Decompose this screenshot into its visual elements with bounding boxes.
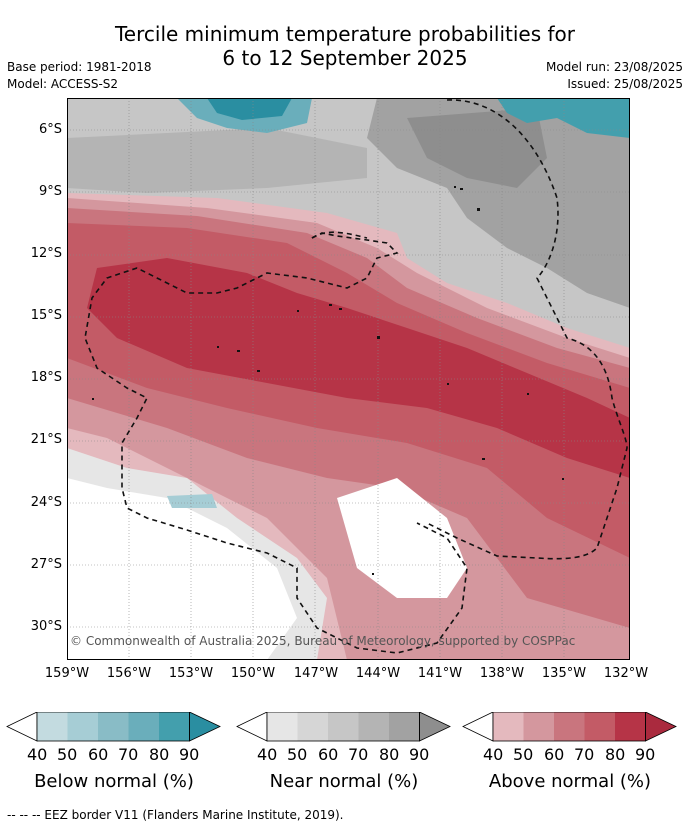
eez-border-northwest	[311, 231, 368, 239]
title-line-1: Tercile minimum temperature probabilitie…	[114, 22, 576, 46]
near-normal-light-band	[67, 128, 367, 193]
lon-label: 144°W	[355, 666, 401, 681]
below-normal-region-east	[497, 98, 630, 138]
lat-label: 9°S	[38, 184, 62, 199]
legend-above-normal-swatch	[584, 712, 615, 741]
legend-below-normal-highcap	[189, 712, 221, 742]
legend-near-normal-swatch	[267, 712, 298, 741]
legend-above-normal-swatch	[523, 712, 554, 741]
legend-near-normal	[236, 712, 451, 742]
legend-near-normal-swatch	[297, 712, 328, 741]
lat-label: 18°S	[30, 370, 62, 385]
lat-label: 6°S	[38, 122, 62, 137]
near-normal-pocket	[337, 478, 467, 598]
lon-label: 156°W	[106, 666, 152, 681]
lon-label: 138°W	[479, 666, 525, 681]
model-name: Model: ACCESS-S2	[7, 77, 119, 91]
islands	[92, 186, 564, 575]
lat-label: 27°S	[30, 557, 62, 572]
eez-borders	[84, 99, 628, 654]
below-normal-strong-region	[207, 98, 292, 120]
lat-label: 24°S	[30, 495, 62, 510]
lon-label: 147°W	[293, 666, 339, 681]
eez-border-north	[426, 99, 628, 560]
legend-below-normal-swatch	[98, 712, 129, 741]
legend-above-normal-highcap	[645, 712, 677, 742]
lon-label: 150°W	[230, 666, 276, 681]
legend-below-normal-swatch	[37, 712, 68, 741]
title-line-2: 6 to 12 September 2025	[222, 46, 468, 70]
model-run: Model run: 23/08/2025	[545, 60, 683, 74]
white-south-region	[67, 478, 297, 660]
lat-label: 30°S	[30, 619, 62, 634]
above-normal-80-region	[87, 258, 630, 478]
legend-above-normal-swatch	[615, 712, 646, 741]
lon-label: 141°W	[417, 666, 463, 681]
legend-near-normal-lowcap	[236, 712, 268, 742]
legend-above-normal-lowcap	[462, 712, 494, 742]
lon-label: 132°W	[603, 666, 649, 681]
chart-title: Tercile minimum temperature probabilitie…	[0, 22, 690, 70]
legend-above-normal-swatch	[554, 712, 585, 741]
base-period: Base period: 1981-2018	[7, 60, 152, 74]
lat-label: 15°S	[30, 308, 62, 323]
legend-below-normal-title: Below normal (%)	[34, 771, 194, 792]
legend-near-normal-swatch	[358, 712, 389, 741]
lat-label: 12°S	[30, 246, 62, 261]
meta-left: Base period: 1981-2018 Model: ACCESS-S2	[7, 59, 152, 93]
legend-near-normal-title: Near normal (%)	[269, 771, 419, 792]
lon-label: 153°W	[168, 666, 214, 681]
eez-footnote: -- -- -- EEZ border V11 (Flanders Marine…	[7, 808, 344, 822]
legend-near-normal-highcap	[419, 712, 451, 742]
meta-right: Model run: 23/08/2025 Issued: 25/08/2025	[546, 59, 683, 93]
legend-above-normal-title: Above normal (%)	[488, 771, 652, 792]
legend-below-normal-lowcap	[6, 712, 38, 742]
legend-near-normal-swatch	[389, 712, 420, 741]
issued-date: Issued: 25/08/2025	[567, 77, 683, 91]
legend-below-normal-swatch	[128, 712, 159, 741]
lon-label: 135°W	[541, 666, 587, 681]
legend-below-normal	[6, 712, 221, 742]
legend-above-normal-swatch	[493, 712, 524, 741]
copyright-notice: © Commonwealth of Australia 2025, Bureau…	[70, 634, 576, 648]
legend-above-normal	[462, 712, 677, 742]
below-normal-patch	[167, 494, 217, 508]
legend-below-normal-swatch	[67, 712, 98, 741]
legend-near-normal-swatch	[328, 712, 359, 741]
gridlines	[67, 98, 630, 660]
lat-label: 21°S	[30, 432, 62, 447]
legend-below-normal-swatch	[159, 712, 190, 741]
near-normal-darkest-region	[407, 108, 547, 188]
eez-border-central	[84, 232, 468, 654]
lon-label: 159°W	[44, 666, 90, 681]
probability-map	[67, 98, 630, 660]
